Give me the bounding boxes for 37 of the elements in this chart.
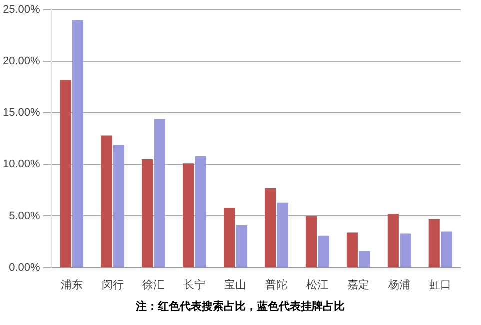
bar: [183, 164, 194, 268]
bar: [388, 214, 399, 268]
bar: [264, 188, 276, 268]
y-tick-label: 15.00%: [2, 107, 41, 120]
bar: [359, 251, 370, 268]
x-tick-label: 松江: [306, 279, 329, 292]
bar: [195, 156, 206, 268]
bar: [277, 202, 288, 268]
y-tick-label: 10.00%: [2, 158, 41, 171]
bar: [318, 236, 330, 268]
x-tick-label: 长宁: [184, 278, 206, 292]
x-tick-label: 杨浦: [388, 279, 411, 292]
bar: [113, 145, 124, 268]
y-tick-label: 25.00%: [2, 4, 41, 16]
x-tick-label: 宝山: [224, 278, 247, 292]
y-tick-label: 0.00%: [9, 262, 41, 274]
bar: [441, 232, 452, 268]
y-tick-label: 20.00%: [2, 56, 41, 68]
bar: [346, 232, 358, 268]
bar: [72, 20, 84, 268]
bar: [428, 219, 440, 268]
bar: [224, 208, 236, 268]
x-tick-label: 浦东: [60, 278, 83, 292]
x-tick-label: 虹口: [430, 279, 452, 292]
x-tick-label: 徐汇: [142, 279, 165, 292]
bar: [236, 226, 248, 268]
x-tick-label: 普陀: [266, 278, 288, 292]
bar: [400, 234, 412, 268]
bar: [60, 80, 72, 268]
y-tick-label: 5.00%: [9, 210, 41, 222]
bar: [154, 119, 166, 268]
x-tick-label: 嘉定: [348, 278, 370, 292]
text: 注：红色代表搜索占比，蓝色代表挂牌占比: [135, 299, 346, 314]
bar: [306, 216, 317, 268]
bar: [101, 136, 112, 268]
bar: [142, 160, 154, 268]
x-tick-label: 闵行: [102, 279, 124, 292]
